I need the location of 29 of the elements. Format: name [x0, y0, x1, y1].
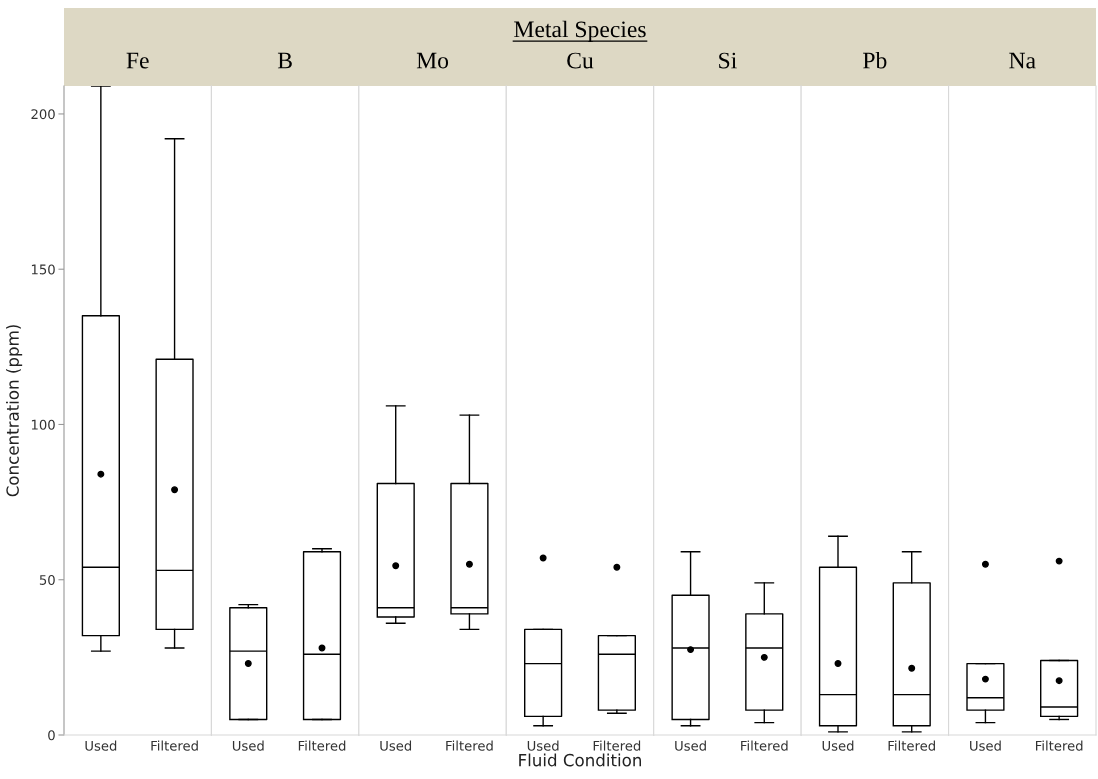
y-tick-label: 150 [31, 264, 55, 275]
x-tick-label: Filtered [151, 740, 198, 751]
y-tick-label: 200 [31, 109, 55, 120]
x-tick-label: Used [85, 740, 117, 751]
chart-title: Pb [863, 51, 887, 69]
x-tick-label: Filtered [888, 740, 935, 751]
x-tick-label: Filtered [1036, 740, 1083, 751]
y-tick-label: 0 [48, 730, 55, 741]
x-tick-label: Used [232, 740, 264, 751]
y-tick-label: 100 [31, 419, 55, 430]
x-tick-label: Used [380, 740, 412, 751]
x-tick-label: Filtered [741, 740, 788, 751]
x-tick-label: Filtered [593, 740, 641, 751]
x-tick-label: Filtered [446, 740, 493, 751]
chart-title: Mo [416, 52, 449, 69]
y-axis-title: Concentration (ppm) [6, 325, 23, 497]
x-tick-label: Used [675, 740, 706, 751]
x-tick-label: Used [970, 740, 1001, 751]
chart-title: Cu [567, 52, 594, 69]
x-tick-label: Filtered [298, 740, 346, 751]
x-tick-label: Used [822, 740, 854, 751]
chart-title: Si [719, 52, 737, 69]
x-tick-label: Used [527, 740, 559, 751]
y-tick-label: 50 [39, 574, 55, 585]
chart-title: Fe [126, 52, 149, 69]
text: Metal Species [514, 20, 646, 43]
x-axis-title: Fluid Condition [519, 753, 641, 767]
chart-title: Na [1009, 52, 1036, 69]
chart-title: B [277, 52, 292, 69]
